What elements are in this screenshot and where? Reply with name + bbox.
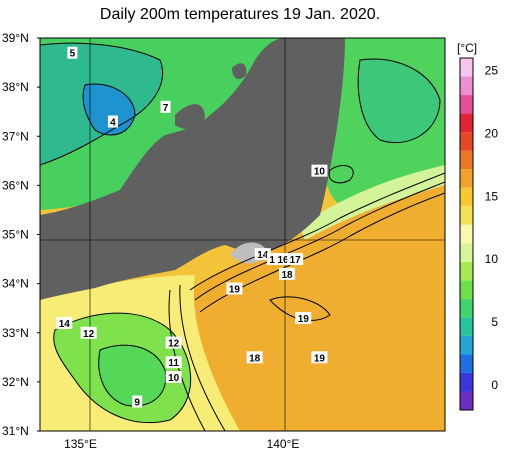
lat-tick-label: 33°N xyxy=(2,326,29,340)
lon-tick-label: 135°E xyxy=(64,437,97,451)
colorbar-swatch xyxy=(460,150,473,170)
colorbar-swatch xyxy=(460,354,473,373)
contour-label: 4 xyxy=(110,118,116,129)
contour-label-box xyxy=(107,115,118,128)
colorbar-swatch xyxy=(460,187,473,207)
contour-label-box xyxy=(279,267,296,280)
kuroshio-area xyxy=(190,170,445,431)
noto-peninsula xyxy=(175,104,205,130)
lat-tick-label: 31°N xyxy=(2,424,29,438)
contour-label: 17 xyxy=(290,255,302,266)
colorbar-frame xyxy=(459,57,474,411)
colorbar-swatch xyxy=(460,261,473,281)
contour-label-box xyxy=(295,312,312,325)
map-body xyxy=(40,38,445,431)
graticule xyxy=(40,38,445,431)
contour-label-box xyxy=(311,351,328,364)
contour-label-box xyxy=(311,164,328,177)
latitude-axis: 39°N 38°N 37°N 36°N 35°N 34°N 33°N 32°N 31°N xyxy=(2,31,40,438)
colorbar-swatch xyxy=(460,206,473,225)
contour-label: 19 xyxy=(298,314,310,325)
pacific-cold-core xyxy=(358,59,440,143)
contour-label-box xyxy=(246,351,263,364)
map-title: Daily 200m temperatures 19 Jan. 2020. xyxy=(99,6,381,23)
contour-label-box xyxy=(132,395,143,408)
colorbar-tick-label: 25 xyxy=(485,64,499,78)
cold-pool xyxy=(83,84,135,135)
lat-tick-label: 32°N xyxy=(2,375,29,389)
sado-island xyxy=(232,63,247,80)
contour-label: 7 xyxy=(163,103,169,114)
contour-label-box xyxy=(165,336,182,349)
contour-label: 14 xyxy=(257,250,269,261)
contour-label: 11 xyxy=(168,358,179,369)
colorbar-swatch xyxy=(460,243,473,262)
colorbar-swatch xyxy=(460,317,473,336)
colorbar-swatch xyxy=(460,335,473,355)
colorbar-swatch xyxy=(460,298,473,318)
colorbar-swatch xyxy=(460,132,473,151)
cold-eddy-core xyxy=(98,345,166,406)
colorbar-swatch xyxy=(460,224,473,244)
lat-tick-label: 38°N xyxy=(2,80,29,94)
colorbar-tick-label: 5 xyxy=(491,315,498,329)
contour-label: 10 xyxy=(168,373,180,384)
contour-label-box xyxy=(56,316,73,329)
contour-label-box xyxy=(287,253,304,266)
colorbar-tick-label: 15 xyxy=(485,189,499,203)
contour-label: 5 xyxy=(70,49,76,60)
contour-label-box xyxy=(165,356,182,369)
colorbar-swatches xyxy=(459,57,474,411)
colorbar-swatch xyxy=(460,391,473,410)
colorbar-swatch xyxy=(460,95,473,114)
contour-label: 18 xyxy=(281,270,293,281)
contour-label-box xyxy=(254,248,271,261)
contour-label: 10 xyxy=(314,167,326,178)
colorbar-swatch xyxy=(460,76,473,96)
lat-tick-label: 39°N xyxy=(2,31,29,45)
contour-label-box xyxy=(80,326,97,339)
japan-land xyxy=(40,38,345,300)
colorbar-tick-label: 10 xyxy=(485,252,499,266)
contour-label-box xyxy=(275,253,291,266)
contour-label-box xyxy=(226,282,243,295)
colorbar-tick-label: 20 xyxy=(485,126,499,140)
contour-label: 12 xyxy=(83,329,95,340)
contour-label: 16 xyxy=(277,255,289,266)
colorbar-ticks: 25 20 15 10 5 0 xyxy=(485,64,499,392)
contour-label: 14 xyxy=(59,319,71,330)
lat-tick-label: 36°N xyxy=(2,178,29,192)
longitude-axis: 135°E 140°E xyxy=(64,437,299,451)
colorbar-swatch xyxy=(460,113,473,133)
lat-tick-label: 35°N xyxy=(2,228,29,242)
lon-tick-label: 140°E xyxy=(267,437,300,451)
colorbar-swatch xyxy=(460,372,473,392)
contour-label: 9 xyxy=(134,398,140,409)
lat-tick-label: 37°N xyxy=(2,129,29,143)
colorbar: [°C] 25 20 15 10 5 0 xyxy=(457,41,499,411)
lat-tick-label: 34°N xyxy=(2,277,29,291)
colorbar-tick-label: 0 xyxy=(491,378,498,392)
colorbar-swatch xyxy=(460,169,473,188)
colorbar-unit: [°C] xyxy=(457,41,477,55)
colorbar-swatch xyxy=(460,280,473,299)
contour-label: 18 xyxy=(249,353,261,364)
colorbar-swatch xyxy=(460,58,473,77)
contour-label: 19 xyxy=(314,353,326,364)
contour-label: 19 xyxy=(229,285,241,296)
contour-label-box xyxy=(165,370,182,383)
contour-label-box xyxy=(160,100,171,113)
contour-label: 12 xyxy=(168,339,180,350)
contour-label-box xyxy=(67,46,78,59)
